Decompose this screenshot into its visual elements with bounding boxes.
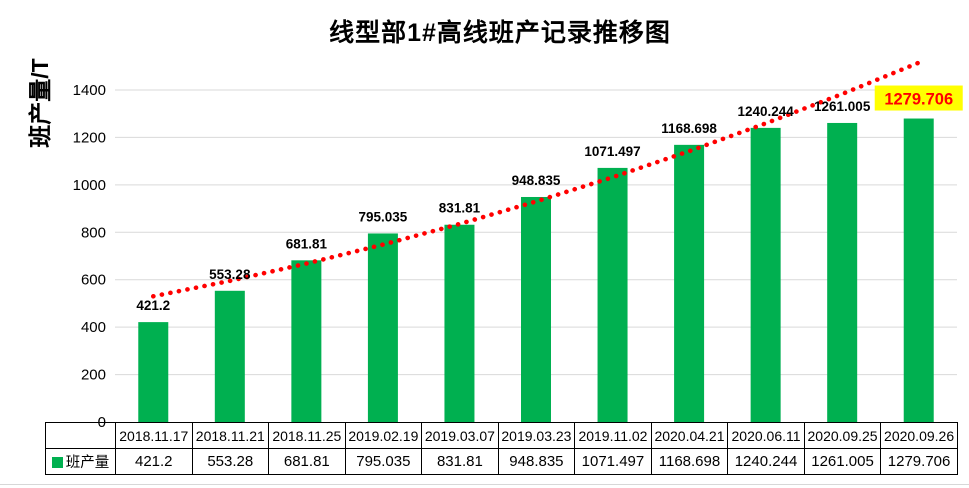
bar <box>827 122 858 422</box>
bar <box>903 118 934 423</box>
table-value-cell: 1261.005 <box>803 448 882 475</box>
bar-label: 553.28 <box>209 267 251 282</box>
y-tick-label: 1400 <box>73 82 106 99</box>
table-date-cell: 2019.03.23 <box>497 422 576 449</box>
table-date-cell: 2020.09.26 <box>880 422 958 449</box>
chart-title: 线型部1#高线班产记录推移图 <box>329 19 671 47</box>
table-corner-empty <box>45 422 116 449</box>
table-value-cell: 1071.497 <box>574 448 652 475</box>
table-date-cell: 2019.02.19 <box>344 422 423 449</box>
y-tick-label: 1000 <box>73 177 106 194</box>
table-value-cell: 553.28 <box>191 448 270 475</box>
table-date-cell: 2020.04.21 <box>650 422 729 449</box>
data-table: 2018.11.17 2018.11.21 2018.11.25 2019.02.19… <box>45 422 958 475</box>
window-bottom-edge <box>0 484 969 485</box>
table-value-cell: 421.2 <box>115 448 193 475</box>
table-date-cell: 2020.06.11 <box>727 422 805 449</box>
table-value-cell: 948.835 <box>497 448 576 475</box>
table-value-cell: 681.81 <box>268 448 346 475</box>
y-tick-label: 400 <box>81 319 106 336</box>
y-tick-label: 1200 <box>73 129 106 146</box>
bar <box>138 322 169 422</box>
bar-label: 421.2 <box>136 298 170 313</box>
bar <box>291 260 322 422</box>
table-date-cell: 2018.11.25 <box>268 422 346 449</box>
bar <box>367 233 398 422</box>
bar <box>597 167 628 422</box>
bar-label: 1168.698 <box>661 121 717 136</box>
table-value-row: 班产量 421.2 553.28 681.81 795.035 831.81 948.835… <box>45 448 958 475</box>
bar-label: 948.835 <box>512 173 561 188</box>
table-value-cell: 1240.244 <box>727 448 805 475</box>
trend-line <box>151 60 921 299</box>
table-date-cell: 2018.11.17 <box>115 422 193 449</box>
table-date-row: 2018.11.17 2018.11.21 2018.11.25 2019.02.19… <box>45 422 958 449</box>
table-date-cell: 2020.09.25 <box>803 422 882 449</box>
bar <box>521 196 551 422</box>
bar-label: 1071.497 <box>584 144 640 159</box>
bar-label: 681.81 <box>286 236 328 251</box>
legend-label: 班产量 <box>65 455 110 471</box>
bar <box>444 224 475 422</box>
table-date-cell: 2019.11.02 <box>574 422 652 449</box>
table-value-cell: 1279.706 <box>880 448 958 475</box>
data-table-wrap: 2018.11.17 2018.11.21 2018.11.25 2019.02.19… <box>45 422 958 475</box>
bar-label-highlight: 1279.706 <box>884 91 953 109</box>
bar <box>750 127 781 422</box>
y-tick-label: 600 <box>81 272 106 289</box>
table-date-cell: 2018.11.21 <box>191 422 270 449</box>
bar-label: 795.035 <box>359 209 408 224</box>
y-tick-label: 200 <box>81 367 106 384</box>
legend-marker-icon <box>51 457 63 468</box>
legend-cell: 班产量 <box>45 448 116 475</box>
bar <box>214 290 245 422</box>
highlight-label-bg <box>874 85 963 111</box>
table-value-cell: 831.81 <box>421 448 499 475</box>
bar-label: 1261.005 <box>814 99 871 114</box>
bar-label: 1240.244 <box>737 104 794 119</box>
bar <box>674 144 705 422</box>
table-date-cell: 2019.03.07 <box>421 422 499 449</box>
y-tick-label: 800 <box>81 224 106 241</box>
table-value-cell: 795.035 <box>344 448 423 475</box>
table-value-cell: 1168.698 <box>650 448 729 475</box>
bar-label: 831.81 <box>439 201 481 216</box>
